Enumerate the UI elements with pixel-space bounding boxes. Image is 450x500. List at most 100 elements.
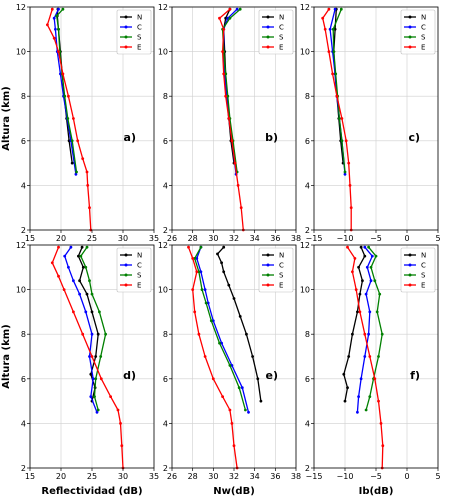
panel-b-ytick-label: 10 bbox=[158, 48, 168, 57]
panel-e-series-N-point bbox=[222, 270, 226, 274]
panel-a-series-E-point bbox=[52, 36, 56, 40]
panel-f-series-S-point bbox=[375, 310, 379, 314]
panel-f-series-C-point bbox=[357, 395, 360, 398]
panel-b-series-E-point bbox=[233, 161, 237, 165]
panel-a-series-E-point bbox=[76, 139, 80, 143]
panel-c-ytick-label: 8 bbox=[305, 92, 310, 101]
panel-d-series-S-point bbox=[98, 310, 101, 314]
panel-e-series-E-point bbox=[191, 288, 195, 291]
panel-d-series-C-point bbox=[95, 410, 99, 414]
panel-a-series-C-point bbox=[57, 7, 60, 11]
panel-d-series-E-point bbox=[109, 395, 112, 398]
panel-b-series-C-point bbox=[226, 16, 230, 20]
panel-f-series-E-point bbox=[373, 377, 377, 381]
panel-b-series-E-point bbox=[228, 7, 232, 11]
panel-b-xtick-label: 26 bbox=[167, 234, 177, 243]
panel-e-series-C-point bbox=[211, 319, 215, 323]
panel-e-series-E-point bbox=[221, 395, 225, 398]
panel-a-panel-label: a) bbox=[124, 131, 136, 144]
panel-c-series-E-point bbox=[340, 117, 344, 120]
panel-c-series-E-point bbox=[344, 139, 348, 143]
panel-f-xtick-label: 5 bbox=[435, 472, 440, 481]
panel-c-series-E-point bbox=[327, 7, 331, 11]
panel-f-series-C-point bbox=[363, 245, 367, 249]
panel-e-series-C-point bbox=[247, 410, 250, 414]
panel-f-x-axis-label: Ib(dB) bbox=[359, 486, 394, 497]
panel-b-xtick-label: 36 bbox=[270, 234, 280, 243]
panel-f-series-E-point bbox=[377, 399, 380, 403]
panel-d-series-E-point bbox=[62, 288, 66, 291]
panel-d-series-C-point bbox=[90, 332, 94, 336]
panel-e-series-N-point bbox=[238, 315, 242, 318]
panel-e-ytick-label: 10 bbox=[158, 286, 168, 295]
panel-f-series-S-point bbox=[378, 292, 382, 296]
panel-b-legend-label-N: N bbox=[279, 14, 284, 22]
panel-d-series-E-point bbox=[99, 377, 103, 381]
panel-a-series-S-point bbox=[75, 170, 78, 174]
panel-a-ytick-label: 12 bbox=[16, 3, 26, 12]
panel-e-series-S-point bbox=[200, 288, 204, 291]
panel-f-series-S-point bbox=[369, 265, 373, 269]
panel-f-series-E-point bbox=[368, 355, 372, 358]
panel-e-series-N-point bbox=[245, 332, 248, 336]
panel-d-legend-marker-N bbox=[124, 253, 128, 257]
panel-a-ytick-label: 8 bbox=[21, 92, 26, 101]
panel-d-series-C-point bbox=[69, 245, 73, 249]
panel-c-series-C-point bbox=[328, 27, 332, 31]
panel-e-ytick-label: 8 bbox=[163, 330, 168, 339]
panel-d-series-E-point bbox=[119, 422, 122, 425]
panel-e-series-N-point bbox=[227, 283, 231, 287]
panel-f-ytick-label: 6 bbox=[305, 375, 310, 384]
panel-b-series-E-point bbox=[221, 50, 225, 53]
panel-f-series-N-point bbox=[346, 386, 349, 390]
panel-b-series-S-point bbox=[224, 72, 228, 76]
panel-f-series-S-point bbox=[374, 254, 378, 258]
panel-f-series-N-point bbox=[361, 279, 364, 283]
panel-d-xtick-label: 20 bbox=[56, 472, 66, 481]
panel-e-series-N-point bbox=[222, 245, 226, 249]
panel-e-series-C-point bbox=[220, 341, 224, 345]
panel-b-panel-label: b) bbox=[265, 131, 278, 144]
panel-e-xtick-label: 38 bbox=[291, 472, 301, 481]
panel-a-legend-marker-C bbox=[124, 25, 128, 29]
panel-f-series-C-point bbox=[363, 355, 367, 358]
panel-a-series-E-point bbox=[57, 50, 60, 53]
panel-c-legend-label-N: N bbox=[421, 14, 426, 22]
panel-b-xtick-label: 30 bbox=[208, 234, 218, 243]
panel-b-legend-label-E: E bbox=[279, 44, 283, 52]
panel-e-panel-label: e) bbox=[266, 369, 279, 382]
panel-e-series-C-point bbox=[199, 270, 203, 274]
panel-f-xtick-label: −15 bbox=[306, 472, 323, 481]
panel-e-legend-label-N: N bbox=[279, 252, 284, 260]
panel-a-series-E-point bbox=[61, 72, 65, 76]
panel-e-series-E-point bbox=[228, 408, 232, 412]
panel-a-series-S-point bbox=[66, 117, 70, 120]
panel-b-ytick-label: 4 bbox=[163, 181, 168, 190]
panel-b-xtick-label: 34 bbox=[250, 234, 260, 243]
panel-e-series-N-point bbox=[232, 297, 236, 300]
panel-d-series-N-point bbox=[96, 332, 100, 336]
panel-c-legend-marker-C bbox=[408, 25, 412, 29]
panel-e-series-S-point bbox=[199, 245, 203, 249]
panel-a-series-E-point bbox=[81, 157, 85, 161]
panel-c-series-S-point bbox=[339, 7, 343, 11]
panel-a-xtick-label: 35 bbox=[149, 234, 159, 243]
panel-d-legend-label-E: E bbox=[137, 282, 141, 290]
panel-f-legend-box bbox=[400, 247, 436, 293]
panel-c-legend-label-S: S bbox=[421, 34, 426, 42]
panel-c-xtick-label: −5 bbox=[370, 234, 382, 243]
panel-f-series-S-point bbox=[377, 355, 380, 358]
panel-f-series-S-point bbox=[373, 279, 377, 283]
panel-f-legend-marker-S bbox=[408, 273, 412, 277]
panel-e-series-N-point bbox=[256, 377, 260, 381]
panel-c-series-E-point bbox=[348, 184, 352, 187]
panel-f-ytick-label: 12 bbox=[300, 241, 310, 250]
panel-f-series-E-point bbox=[353, 257, 357, 260]
panel-a-xtick-label: 15 bbox=[25, 234, 35, 243]
panel-d-series-C-point bbox=[89, 395, 93, 398]
panel-b-xtick-label: 28 bbox=[188, 234, 198, 243]
panel-f-series-N-point bbox=[342, 372, 346, 376]
panel-e-ytick-label: 4 bbox=[163, 419, 168, 428]
panel-e-legend-marker-C bbox=[266, 263, 270, 267]
